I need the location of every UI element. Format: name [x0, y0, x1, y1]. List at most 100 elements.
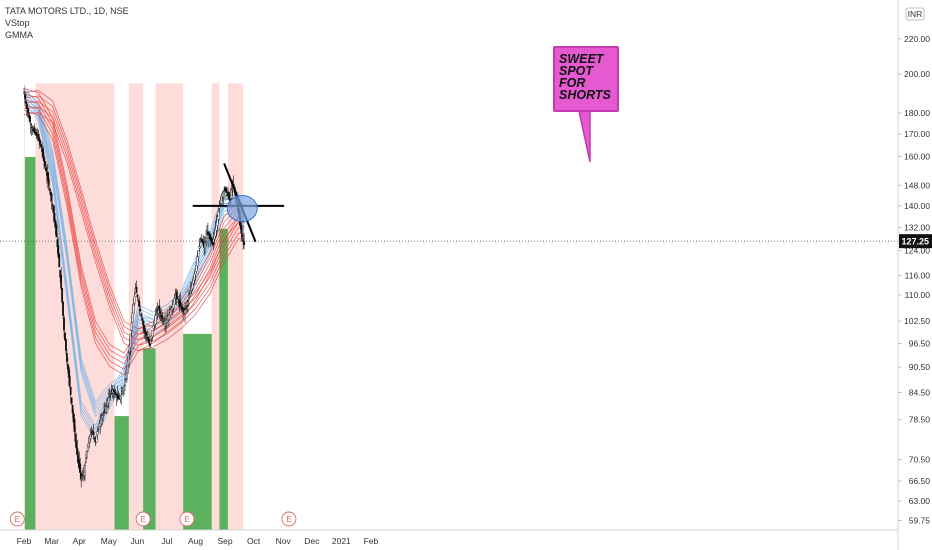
candle-body-204: [217, 210, 220, 220]
price-tick-label-6: 140.00: [904, 201, 930, 211]
candle-body-23: [45, 167, 47, 171]
candle-body-102: [120, 394, 123, 398]
candle-body-91: [109, 393, 112, 395]
price-tick-label-4: 160.00: [904, 152, 930, 162]
candle-body-86: [105, 406, 107, 413]
candle-body-183: [197, 250, 200, 257]
candle-body-218: [230, 190, 233, 199]
candle-body-121: [138, 301, 141, 307]
candle-body-143: [159, 311, 162, 314]
time-tick-label-10: Dec: [304, 536, 320, 546]
price-tick-label-2: 180.00: [904, 108, 930, 118]
time-tick-label-11: 2021: [332, 536, 351, 546]
price-tick-label-3: 170.00: [904, 129, 930, 139]
candle-body-229: [241, 234, 244, 238]
candle-body-139: [155, 313, 158, 315]
candle-body-32: [53, 213, 56, 221]
bear-region-4: [211, 83, 220, 531]
candle-body-55: [75, 441, 78, 449]
candle-body-73: [92, 432, 95, 436]
candle-body-50: [70, 397, 73, 404]
candle-body-70: [89, 434, 92, 439]
time-tick-label-5: Jul: [162, 536, 173, 546]
candle-body-161: [176, 295, 179, 300]
indicator-gmma[interactable]: GMMA: [5, 30, 33, 40]
candle-body-174: [188, 294, 191, 298]
candle-body-177: [191, 281, 194, 289]
candle-body-4: [26, 107, 29, 114]
candle-body-41: [62, 301, 64, 316]
candle-body-166: [181, 306, 184, 311]
candle-body-83: [102, 414, 104, 417]
time-tick-label-2: Apr: [73, 536, 86, 546]
earnings-marker-1: [135, 511, 151, 527]
candle-body-112: [129, 333, 132, 348]
candle-body-123: [140, 313, 143, 316]
candle-body-158: [173, 298, 176, 306]
earnings-marker-label-2: E: [184, 515, 189, 524]
candle-body-173: [187, 298, 190, 301]
currency-badge: [905, 7, 925, 21]
last-price-badge: [899, 234, 932, 249]
price-tick-label-10: 110.00: [905, 290, 931, 300]
bear-region-0: [24, 83, 25, 531]
candle-body-30: [51, 204, 54, 207]
price-candles: [23, 87, 246, 488]
candle-body-43: [64, 332, 66, 341]
symbol-title[interactable]: TATA MOTORS LTD., 1D, NSE: [5, 6, 129, 16]
candle-body-37: [58, 254, 61, 268]
candle-body-11: [33, 127, 36, 133]
chart-legend: TATA MOTORS LTD., 1D, NSE VStop GMMA: [5, 5, 129, 41]
candle-body-89: [107, 397, 110, 404]
candle-body-110: [127, 352, 130, 365]
candle-body-171: [186, 305, 188, 307]
earnings-marker-label-3: E: [286, 515, 291, 524]
gmma-line-3-3: [23, 95, 245, 335]
candle-body-56: [76, 448, 79, 456]
callout-pointer: [578, 110, 591, 163]
indicator-vstop[interactable]: VStop: [5, 18, 30, 28]
candle-body-184: [198, 246, 201, 249]
price-tick-label-0: 220.00: [904, 34, 930, 44]
candle-body-124: [141, 318, 144, 321]
sweet-spot-ellipse: [226, 195, 258, 223]
price-tick-label-8: 124.00: [904, 246, 930, 256]
candle-body-212: [225, 187, 227, 193]
candle-body-172: [187, 301, 189, 305]
candle-body-130: [146, 337, 149, 341]
candle-body-20: [42, 148, 44, 157]
candle-body-146: [162, 320, 165, 322]
candle-body-113: [130, 322, 133, 331]
candle-body-74: [93, 437, 96, 439]
candle-body-36: [57, 245, 60, 257]
time-tick-label-7: Sep: [218, 536, 233, 546]
gmma-line-3-1: [23, 106, 245, 346]
candle-body-42: [63, 317, 65, 331]
price-tick-label-1: 200.00: [904, 69, 930, 79]
annotations: [192, 110, 591, 243]
candle-body-164: [179, 300, 182, 307]
bull-region-4: [219, 228, 228, 531]
candle-body-54: [74, 434, 77, 442]
price-tick-label-9: 116.00: [905, 270, 931, 280]
candle-body-127: [144, 328, 146, 333]
candle-body-154: [169, 309, 172, 316]
candle-body-39: [60, 274, 63, 289]
candle-body-96: [114, 392, 117, 395]
candle-body-199: [212, 238, 215, 243]
candle-body-17: [39, 140, 42, 145]
price-tick-label-11: 102.50: [904, 316, 930, 326]
candle-body-49: [69, 386, 72, 395]
earnings-marker-label-0: E: [15, 515, 20, 524]
candle-body-106: [124, 380, 126, 386]
candle-body-40: [61, 288, 64, 302]
price-axis: 220.00 200.00 180.00 170.00 160.00 148.00 140.…: [897, 0, 932, 550]
candle-body-138: [154, 315, 157, 325]
candle-body-118: [135, 286, 138, 293]
price-tick-label-12: 96.50: [909, 338, 931, 348]
candle-body-22: [44, 161, 46, 167]
time-tick-label-8: Oct: [247, 536, 261, 546]
time-tick-label-0: Feb: [17, 536, 32, 546]
candle-body-182: [196, 256, 199, 267]
